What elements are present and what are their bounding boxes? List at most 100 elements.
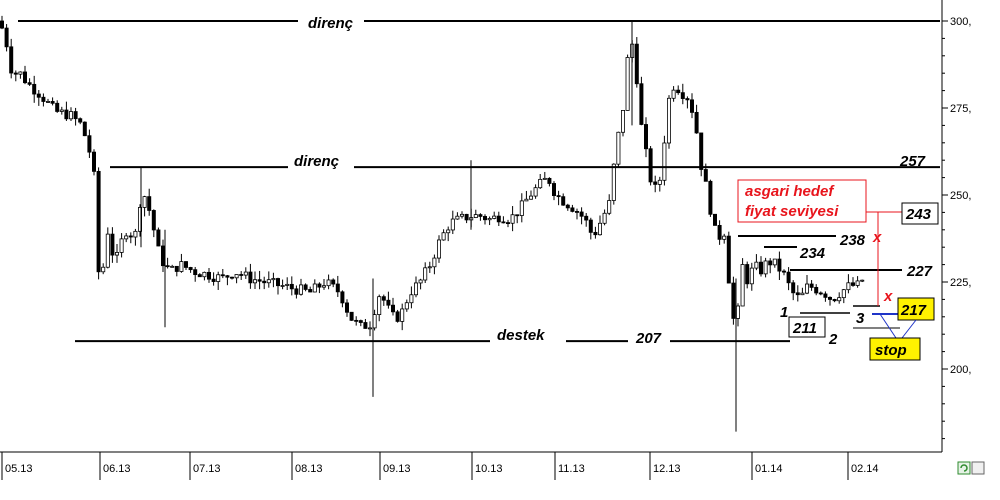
resistance-top-label: direnç (308, 15, 354, 32)
point-3-label: 3 (856, 310, 865, 327)
candle-up (736, 305, 741, 319)
candle-down (110, 233, 115, 256)
y-tick-label: 275, (950, 103, 971, 115)
candle-down (588, 219, 593, 233)
candle-up (492, 215, 497, 219)
candle-up (749, 267, 754, 285)
candle-down (505, 222, 510, 224)
level-234-label: 234 (799, 245, 826, 262)
candle-down (782, 270, 787, 273)
candle-down (32, 83, 37, 95)
candle-down (726, 235, 731, 284)
candle-up (671, 89, 676, 99)
x-axis-band (0, 452, 1000, 495)
candle-up (400, 308, 405, 322)
candle-up (59, 109, 64, 112)
resistance-mid-label-bg (288, 151, 354, 171)
candle-down (206, 271, 211, 280)
candle-down (73, 111, 78, 120)
candle-down (680, 92, 685, 99)
candle-down (464, 213, 469, 221)
candle-down (363, 322, 368, 329)
support-value-bg (628, 325, 670, 345)
candle-up (432, 257, 437, 268)
candle-down (381, 296, 386, 301)
candle-down (832, 299, 837, 302)
candle-down (501, 221, 506, 224)
candle-down (197, 274, 202, 278)
candle-up (216, 274, 221, 282)
candle-down (745, 264, 750, 285)
candle-up (740, 264, 745, 307)
candle-down (156, 229, 161, 247)
candle-down (55, 102, 60, 112)
candle-down (174, 265, 179, 272)
candle-up (413, 282, 418, 296)
candle-up (321, 285, 326, 288)
candle-up (280, 285, 285, 287)
stop-box (869, 337, 921, 361)
x-tick-label: 08.13 (295, 463, 323, 475)
candle-up (137, 207, 142, 232)
candle-down (593, 231, 598, 236)
candle-up (455, 215, 460, 220)
x-tick-label: 12.13 (653, 463, 681, 475)
candle-up (529, 195, 534, 200)
candle-down (809, 283, 814, 288)
corner-widget[interactable] (957, 461, 971, 475)
candle-up (459, 213, 464, 217)
y-tick-label: 200, (950, 364, 971, 376)
y-ticks-group: 300,275,250,225,200,175 (942, 16, 971, 463)
candle-down (27, 82, 32, 85)
candle-down (570, 207, 575, 212)
candle-up (860, 279, 865, 282)
candle-down (795, 292, 800, 296)
support-label-bg (490, 325, 566, 345)
x-tick-label: 05.13 (5, 463, 33, 475)
candle-up (837, 297, 842, 302)
candle-up (763, 260, 768, 275)
candle-up (252, 279, 257, 284)
support-value: 207 (635, 330, 662, 347)
candle-down (151, 210, 156, 231)
candle-down (0, 20, 4, 29)
candle-up (298, 284, 303, 295)
candle-down (644, 124, 649, 150)
candle-up (115, 252, 120, 256)
candle-down (390, 304, 395, 313)
candle-up (607, 200, 612, 214)
candle-down (552, 183, 557, 196)
candle-down (579, 211, 584, 217)
candle-down (791, 282, 796, 294)
candle-down (565, 204, 570, 209)
candle-down (653, 181, 658, 185)
x-ticks-group: 05.13 06.13 07.13 08.13 09.13 10.13 11.13 12.13… (1, 452, 879, 480)
candle-down (703, 169, 708, 182)
candle-up (621, 110, 626, 133)
candle-up (170, 265, 175, 268)
candle-down (78, 118, 83, 123)
candle-up (598, 222, 603, 236)
point-1-label: 1 (780, 304, 788, 321)
x-tick-label: 02.14 (851, 463, 879, 475)
level-227-label: 227 (906, 263, 933, 280)
candle-up (285, 283, 290, 286)
candle-up (326, 279, 331, 287)
candle-up (119, 238, 124, 253)
stop-connector-b (901, 319, 917, 339)
candle-down (395, 311, 400, 322)
x-tick-label: 11.13 (558, 463, 585, 475)
candle-down (229, 276, 234, 279)
candle-up (202, 271, 207, 278)
corner-widget-2[interactable] (971, 461, 985, 475)
candle-up (533, 187, 538, 197)
candle-up (105, 233, 110, 268)
candle-down (386, 299, 391, 306)
x-tick-label: 06.13 (103, 463, 131, 475)
candle-up (234, 274, 239, 279)
candle-up (418, 279, 423, 284)
candle-up (271, 278, 276, 281)
candle-up (841, 289, 846, 299)
refresh-icon[interactable] (960, 464, 968, 472)
